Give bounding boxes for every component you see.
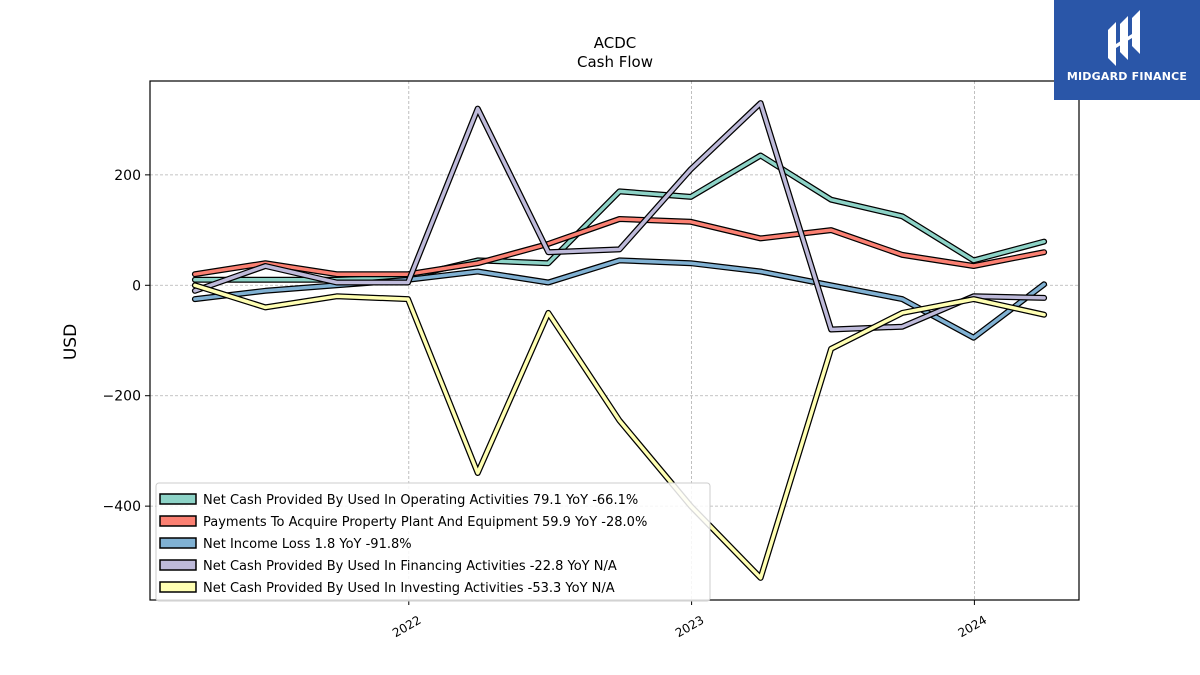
- series-line: [193, 217, 1046, 276]
- x-tick-label: 2024: [956, 613, 989, 640]
- y-tick-label: 200: [114, 168, 141, 184]
- legend-swatch: [159, 537, 197, 549]
- legend-entry: Net Cash Provided By Used In Operating A…: [203, 493, 638, 508]
- y-tick-label: 0: [132, 278, 141, 294]
- brand-logo: MIDGARD FINANCE: [1054, 0, 1200, 100]
- y-axis-label: USD: [61, 324, 81, 360]
- legend-box: [155, 482, 711, 602]
- legend-entry: Payments To Acquire Property Plant And E…: [203, 515, 647, 530]
- legend-entry: Net Income Loss 1.8 YoY -91.8%: [203, 537, 412, 552]
- x-tick-label: 2022: [390, 613, 423, 640]
- chart-title: ACDC: [594, 34, 637, 52]
- legend: Net Cash Provided By Used In Operating A…: [155, 482, 711, 602]
- legend-swatch: [159, 581, 197, 593]
- chart-subtitle: Cash Flow: [577, 53, 653, 71]
- legend-swatch: [159, 515, 197, 527]
- series-line: [193, 101, 1046, 332]
- brand-name: MIDGARD FINANCE: [1066, 70, 1188, 83]
- x-tick-label: 2023: [673, 613, 706, 640]
- y-tick-label: −200: [103, 389, 141, 405]
- y-tick-label: −400: [103, 499, 141, 515]
- series-lines: [191, 100, 1048, 581]
- legend-swatch: [159, 493, 197, 505]
- legend-swatch: [159, 559, 197, 571]
- legend-entry: Net Cash Provided By Used In Financing A…: [203, 559, 617, 574]
- midgard-logo-icon: [1108, 10, 1140, 66]
- legend-entry: Net Cash Provided By Used In Investing A…: [203, 581, 615, 596]
- series-line: [193, 283, 1046, 580]
